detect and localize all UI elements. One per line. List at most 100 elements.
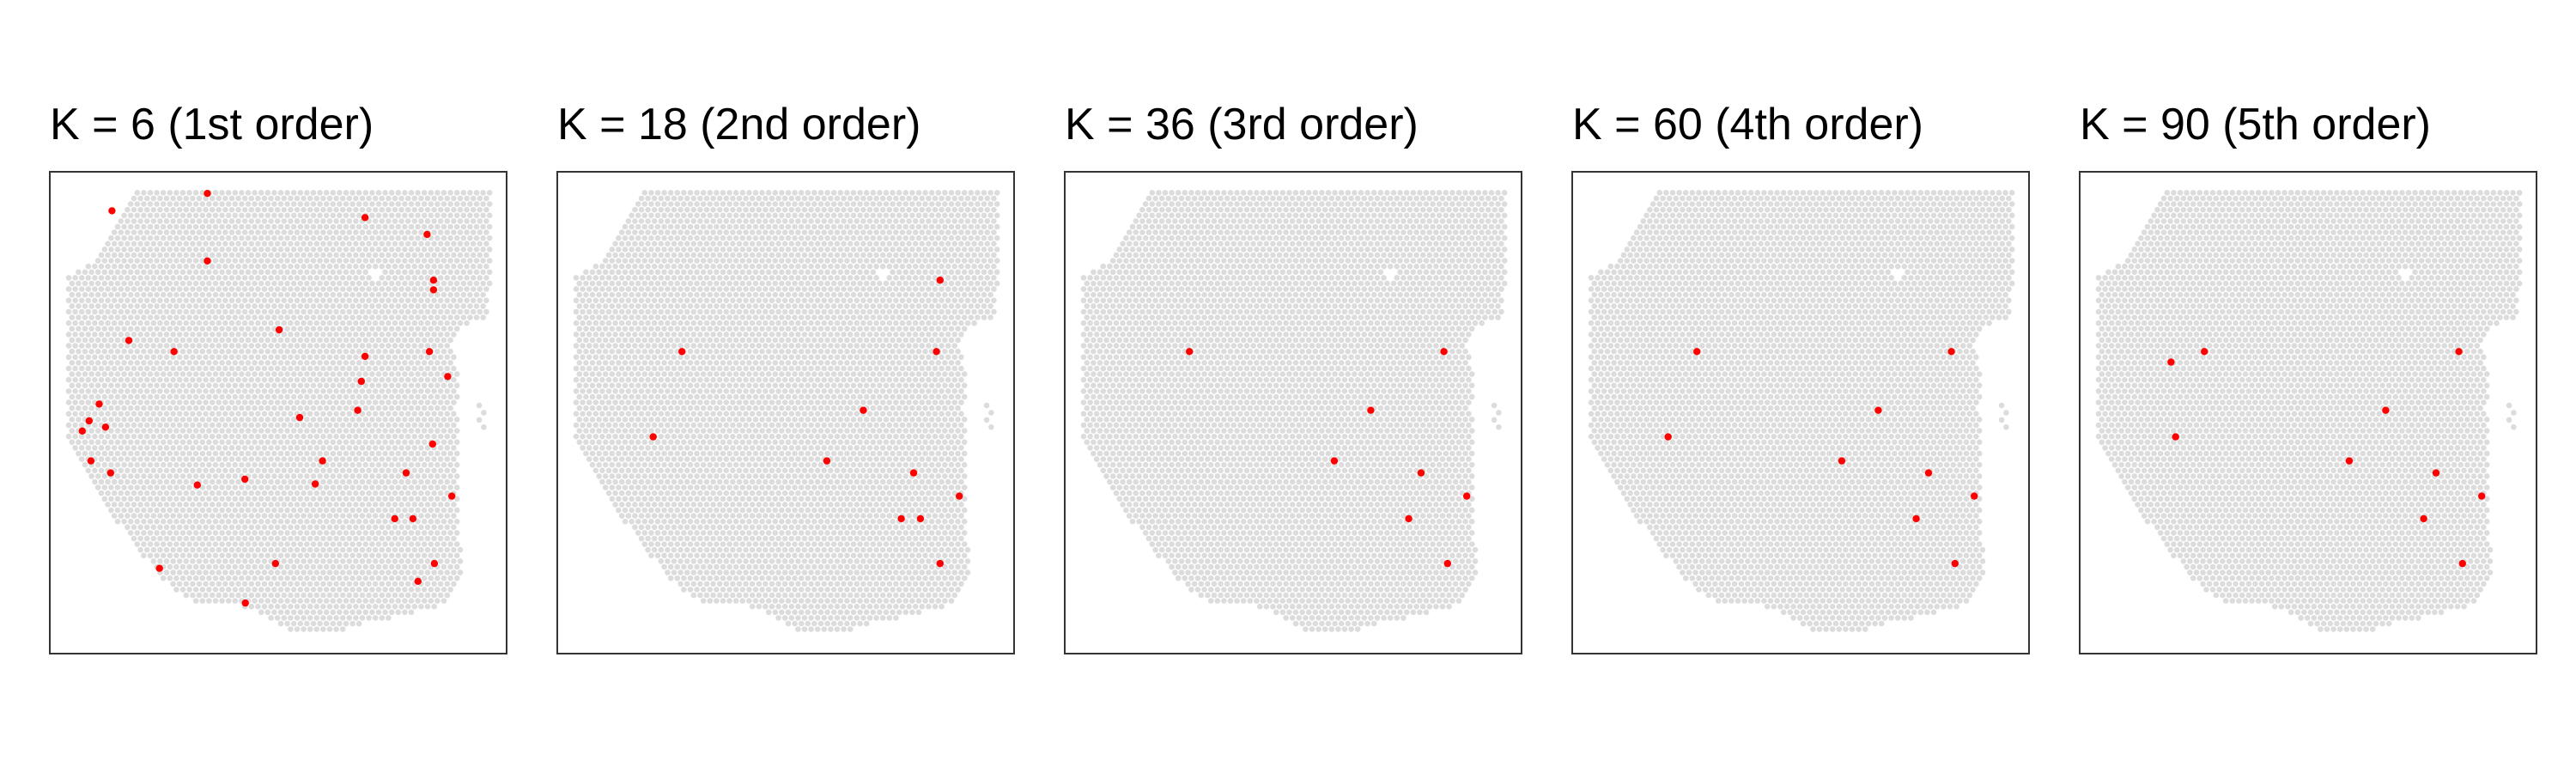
tissue-spot <box>464 275 470 281</box>
tissue-spot <box>437 286 444 292</box>
tissue-spot <box>382 439 388 446</box>
tissue-spot <box>313 581 320 587</box>
tissue-spot <box>294 343 301 349</box>
tissue-spot <box>268 569 274 575</box>
tissue-spot <box>173 496 179 502</box>
tissue-spot <box>739 234 746 241</box>
tissue-spot <box>235 502 241 508</box>
tissue-spot <box>388 552 395 559</box>
tissue-spot <box>216 320 222 326</box>
tissue-spot <box>651 206 658 213</box>
tissue-spot <box>101 461 108 468</box>
tissue-spot <box>333 513 339 519</box>
tissue-spot <box>160 314 167 320</box>
tissue-spot <box>886 206 893 213</box>
tissue-spot <box>320 615 326 621</box>
tissue-spot <box>775 252 781 259</box>
tissue-spot <box>301 422 307 429</box>
tissue-spot <box>176 297 183 304</box>
tissue-spot <box>922 223 928 230</box>
tissue-spot <box>434 360 440 366</box>
tissue-spot <box>199 269 206 276</box>
tissue-spot <box>137 297 143 304</box>
tissue-spot <box>108 337 114 344</box>
tissue-spot <box>252 587 258 593</box>
tissue-spot <box>392 467 398 474</box>
tissue-spot <box>258 326 264 332</box>
tissue-spot <box>261 297 268 304</box>
tissue-spot <box>173 518 179 525</box>
tissue-spot <box>470 297 477 304</box>
tissue-spot <box>264 247 271 253</box>
tissue-spot <box>183 275 190 281</box>
tissue-spot <box>101 280 108 287</box>
tissue-spot <box>355 348 362 355</box>
tissue-spot <box>922 190 928 196</box>
tissue-spot <box>798 223 805 230</box>
tissue-spot <box>147 303 154 309</box>
tissue-spot <box>290 382 297 389</box>
tissue-spot <box>362 234 369 241</box>
tissue-spot <box>984 195 991 202</box>
tissue-spot <box>150 422 157 429</box>
tissue-spot <box>993 247 1000 253</box>
tissue-spot <box>440 450 447 457</box>
tissue-spot <box>141 405 147 411</box>
tissue-spot <box>665 218 671 224</box>
tissue-spot <box>339 308 346 315</box>
tissue-spot <box>170 297 176 304</box>
tissue-spot <box>353 513 359 519</box>
tissue-spot <box>648 223 654 230</box>
tissue-spot <box>375 212 382 219</box>
tissue-spot <box>333 297 339 304</box>
tissue-spot <box>337 552 343 559</box>
tissue-spot <box>411 308 418 315</box>
tissue-spot <box>379 308 386 315</box>
tissue-spot <box>769 218 775 224</box>
tissue-spot <box>173 473 179 479</box>
tissue-spot <box>170 206 176 213</box>
tissue-spot <box>444 206 451 213</box>
tissue-spot <box>85 354 92 361</box>
tissue-spot <box>424 592 431 599</box>
tissue-spot <box>301 388 307 394</box>
tissue-spot <box>297 428 304 434</box>
tissue-spot <box>428 190 434 196</box>
tissue-spot <box>222 422 228 429</box>
tissue-spot <box>160 269 167 276</box>
tissue-spot <box>437 308 444 315</box>
tissue-spot <box>386 343 392 349</box>
tissue-spot <box>486 190 493 196</box>
tissue-spot <box>108 496 114 502</box>
tissue-spot <box>739 201 746 207</box>
tissue-spot <box>411 286 418 292</box>
tissue-spot <box>386 467 392 474</box>
tissue-spot <box>248 308 255 315</box>
tissue-spot <box>320 354 326 361</box>
tissue-spot <box>353 195 359 202</box>
tissue-spot <box>418 502 424 508</box>
tissue-spot <box>362 201 369 207</box>
tissue-spot <box>192 269 199 276</box>
tissue-spot <box>694 258 700 264</box>
tissue-spot <box>192 371 199 377</box>
tissue-spot <box>333 411 339 417</box>
tissue-spot <box>281 581 288 587</box>
tissue-spot <box>451 240 457 247</box>
tissue-spot <box>222 195 228 202</box>
tissue-spot <box>404 343 411 349</box>
tissue-spot <box>444 320 451 326</box>
tissue-spot <box>85 467 92 474</box>
tissue-spot <box>759 190 765 196</box>
tissue-spot <box>284 201 290 207</box>
tissue-spot <box>72 376 78 383</box>
tissue-spot <box>382 326 388 332</box>
tissue-spot <box>203 581 209 587</box>
tissue-spot <box>307 513 313 519</box>
tissue-spot <box>76 326 82 332</box>
tissue-spot <box>382 291 388 298</box>
tissue-spot <box>114 473 121 479</box>
tissue-spot <box>235 332 241 338</box>
tissue-spot <box>143 320 150 326</box>
tissue-spot <box>173 190 179 196</box>
